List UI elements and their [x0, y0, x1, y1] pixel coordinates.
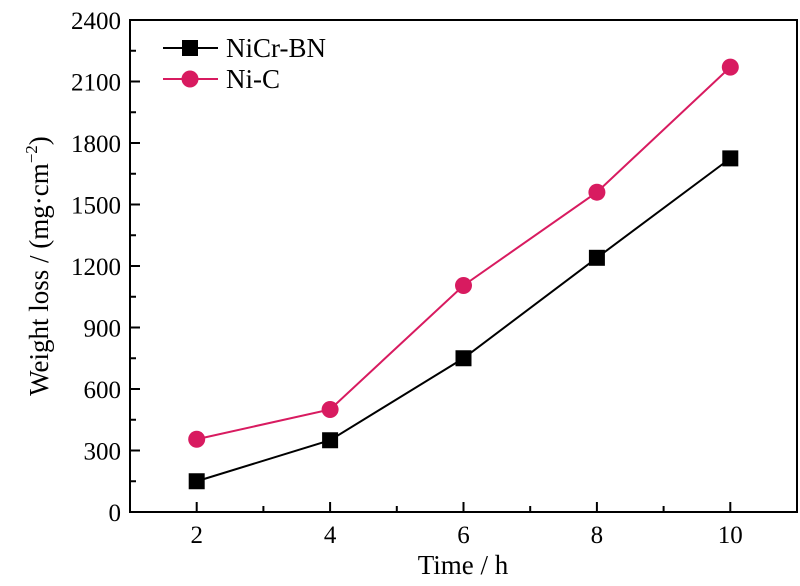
data-point-circle [188, 430, 206, 448]
y-tick-label: 1800 [71, 131, 121, 158]
data-point-circle [181, 70, 199, 88]
y-axis-label: Weight loss / (mg·cm−2) [22, 136, 54, 396]
data-point-square [722, 150, 739, 167]
x-tick-label: 6 [457, 522, 470, 549]
data-point-circle [588, 183, 606, 201]
legend-label: Ni-C [226, 64, 280, 94]
legend-label: NiCr-BN [226, 33, 326, 63]
data-point-circle [321, 401, 339, 418]
x-tick-label: 4 [324, 522, 337, 549]
y-tick-label: 600 [84, 377, 122, 404]
y-tick-label: 2100 [71, 70, 121, 97]
series-ni-c [188, 58, 739, 448]
series-line [196, 157, 731, 483]
x-tick-label: 2 [190, 522, 203, 549]
data-point-circle [721, 58, 739, 76]
data-point-circle [455, 276, 472, 294]
x-tick-label: 8 [591, 522, 604, 549]
x-tick-label: 10 [718, 522, 743, 549]
series-nicr-bn [188, 150, 739, 490]
x-axis-label: Time / h [418, 550, 509, 580]
data-point-square [588, 249, 605, 266]
y-tick-label: 1200 [71, 254, 121, 281]
y-tick-label: 0 [109, 500, 122, 527]
data-point-square [322, 432, 339, 449]
series-line [196, 66, 731, 441]
y-tick-label: 2400 [71, 8, 121, 35]
data-point-square [182, 40, 198, 56]
y-tick-label: 1500 [71, 193, 121, 220]
y-tick-label: 300 [84, 439, 122, 466]
y-tick-label: 900 [84, 316, 122, 343]
data-point-square [188, 473, 205, 490]
data-point-square [455, 350, 472, 367]
